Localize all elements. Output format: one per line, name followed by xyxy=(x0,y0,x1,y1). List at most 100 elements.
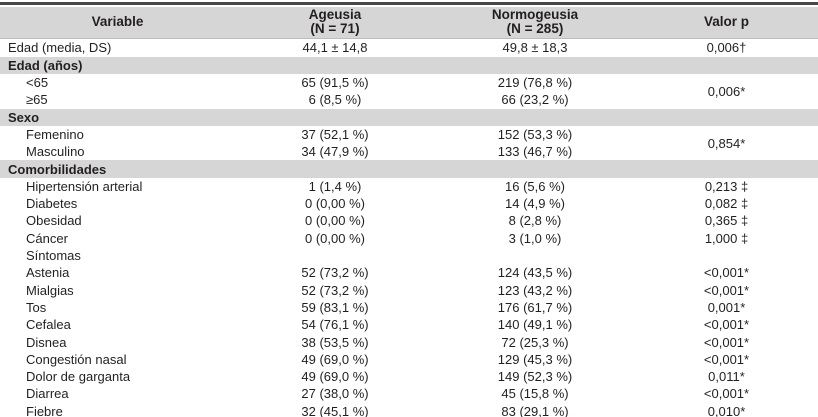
table-header: Variable Ageusia (N = 71) Normogeusia (N… xyxy=(0,5,818,40)
table-row: Hipertensión arterial 1 (1,4 %) 16 (5,6 … xyxy=(0,178,818,195)
table-row: Dolor de garganta 49 (69,0 %) 149 (52,3 … xyxy=(0,368,818,385)
col-header-variable: Variable xyxy=(0,5,235,40)
ageusia-value: 0 (0,00 %) xyxy=(305,196,365,212)
col-header-normogeusia-n: (N = 285) xyxy=(506,21,564,37)
normogeusia-value: 49,8 ± 18,3 xyxy=(502,40,568,56)
ageusia-value: 65 (91,5 %) xyxy=(301,75,369,91)
table-row: Obesidad 0 (0,00 %) 8 (2,8 %) 0,365 ‡ xyxy=(0,212,818,229)
normogeusia-value: 124 (43,5 %) xyxy=(497,265,573,281)
row-label: Masculino xyxy=(26,144,85,160)
row-label: Fiebre xyxy=(26,403,63,417)
col-header-ageusia-name: Ageusia xyxy=(308,7,362,22)
normogeusia-value: 66 (23,2 %) xyxy=(501,92,569,108)
row-label: Astenia xyxy=(26,265,70,281)
table-row: Congestión nasal 49 (69,0 %) 129 (45,3 %… xyxy=(0,351,818,368)
normogeusia-value: 123 (43,2 %) xyxy=(497,282,573,298)
table-row: Síntomas xyxy=(0,247,818,264)
p-value: <0,001* xyxy=(703,282,750,298)
p-value: 0,010* xyxy=(707,403,746,417)
p-value: 0,213 ‡ xyxy=(704,178,749,194)
table-row: Diabetes 0 (0,00 %) 14 (4,9 %) 0,082 ‡ xyxy=(0,195,818,212)
ageusia-value: 49 (69,0 %) xyxy=(301,369,369,385)
normogeusia-value xyxy=(435,247,635,264)
normogeusia-value: 14 (4,9 %) xyxy=(505,196,565,212)
row-label: Diabetes xyxy=(26,196,78,212)
ageusia-value xyxy=(235,247,435,264)
row-label: Tos xyxy=(26,299,47,315)
row-label: Disnea xyxy=(26,334,67,350)
p-value: 0,365 ‡ xyxy=(704,213,749,229)
normogeusia-value: 8 (2,8 %) xyxy=(508,213,562,229)
ageusia-value: 49 (69,0 %) xyxy=(301,351,369,367)
table-row: Femenino 37 (52,1 %) 152 (53,3 %) 0,854* xyxy=(0,126,818,150)
row-label: <65 xyxy=(26,75,49,91)
row-label: Femenino xyxy=(26,126,84,142)
row-label: Mialgias xyxy=(26,282,74,298)
row-label: Diarrea xyxy=(26,386,69,402)
normogeusia-value: 140 (49,1 %) xyxy=(497,317,573,333)
p-value: <0,001* xyxy=(703,317,750,333)
col-header-normogeusia-name: Normogeusia xyxy=(491,7,579,22)
ageusia-value: 44,1 ± 14,8 xyxy=(302,40,368,56)
p-value: 0,011* xyxy=(708,369,745,385)
row-label: ≥65 xyxy=(26,92,48,108)
p-value: <0,001* xyxy=(703,351,750,367)
normogeusia-value: 72 (25,3 %) xyxy=(501,334,569,350)
row-label: Obesidad xyxy=(26,213,82,229)
ageusia-value: 34 (47,9 %) xyxy=(301,144,369,160)
normogeusia-value: 129 (45,3 %) xyxy=(497,351,573,367)
ageusia-value: 59 (83,1 %) xyxy=(301,299,369,315)
section-label: Sexo xyxy=(0,108,818,126)
table-body: Edad (media, DS) 44,1 ± 14,8 49,8 ± 18,3… xyxy=(0,39,818,417)
normogeusia-value: 149 (52,3 %) xyxy=(497,369,573,385)
col-header-ageusia: Ageusia (N = 71) xyxy=(235,5,435,40)
ageusia-value: 37 (52,1 %) xyxy=(301,126,369,142)
row-label: Dolor de garganta xyxy=(26,369,131,385)
table-row: ≥65 6 (8,5 %) 66 (23,2 %) xyxy=(0,91,818,108)
table-row: Tos 59 (83,1 %) 176 (61,7 %) 0,001* xyxy=(0,299,818,316)
normogeusia-value: 16 (5,6 %) xyxy=(505,178,565,194)
section-label: Edad (años) xyxy=(0,56,818,74)
col-header-valor-p-label: Valor p xyxy=(703,14,749,30)
ageusia-value: 27 (38,0 %) xyxy=(301,386,369,402)
ageusia-value: 52 (73,2 %) xyxy=(301,282,369,298)
p-value-merged: 0,006* xyxy=(707,83,746,99)
section-row: Edad (años) xyxy=(0,56,818,74)
ageusia-value: 38 (53,5 %) xyxy=(301,334,369,350)
p-value: <0,001* xyxy=(703,386,750,402)
ageusia-value: 1 (1,4 %) xyxy=(308,178,362,194)
normogeusia-value: 133 (46,7 %) xyxy=(497,144,573,160)
ageusia-value: 54 (76,1 %) xyxy=(301,317,369,333)
ageusia-value: 6 (8,5 %) xyxy=(308,92,362,108)
section-row: Sexo xyxy=(0,108,818,126)
table-row: Disnea 38 (53,5 %) 72 (25,3 %) <0,001* xyxy=(0,333,818,350)
row-label: Cáncer xyxy=(26,230,68,246)
section-row: Comorbilidades xyxy=(0,160,818,178)
p-value: 0,006† xyxy=(706,40,747,56)
p-value-merged: 0,854* xyxy=(707,135,746,151)
normogeusia-value: 152 (53,3 %) xyxy=(497,126,573,142)
table-row: <65 65 (91,5 %) 219 (76,8 %) 0,006* xyxy=(0,74,818,98)
normogeusia-value: 176 (61,7 %) xyxy=(497,299,573,315)
col-header-ageusia-n: (N = 71) xyxy=(310,21,360,37)
table-row: Edad (media, DS) 44,1 ± 14,8 49,8 ± 18,3… xyxy=(0,39,818,56)
p-value: <0,001* xyxy=(703,334,750,350)
ageusia-value: 0 (0,00 %) xyxy=(305,230,365,246)
normogeusia-value: 45 (15,8 %) xyxy=(501,386,569,402)
col-header-normogeusia: Normogeusia (N = 285) xyxy=(435,5,635,40)
table-row: Diarrea 27 (38,0 %) 45 (15,8 %) <0,001* xyxy=(0,385,818,402)
table-row: Cáncer 0 (0,00 %) 3 (1,0 %) 1,000 ‡ xyxy=(0,230,818,247)
table-row: Cefalea 54 (76,1 %) 140 (49,1 %) <0,001* xyxy=(0,316,818,333)
normogeusia-value: 83 (29,1 %) xyxy=(501,403,569,417)
table-row: Fiebre 32 (45,1 %) 83 (29,1 %) 0,010* xyxy=(0,403,818,417)
row-label: Edad (media, DS) xyxy=(8,40,112,56)
header-row: Variable Ageusia (N = 71) Normogeusia (N… xyxy=(0,5,818,40)
section-label: Comorbilidades xyxy=(0,160,818,178)
table-row: Masculino 34 (47,9 %) 133 (46,7 %) xyxy=(0,143,818,160)
p-value: 1,000 ‡ xyxy=(704,230,749,246)
p-value xyxy=(635,247,818,264)
col-header-valor-p: Valor p xyxy=(635,5,818,40)
ageusia-value: 32 (45,1 %) xyxy=(301,403,369,417)
